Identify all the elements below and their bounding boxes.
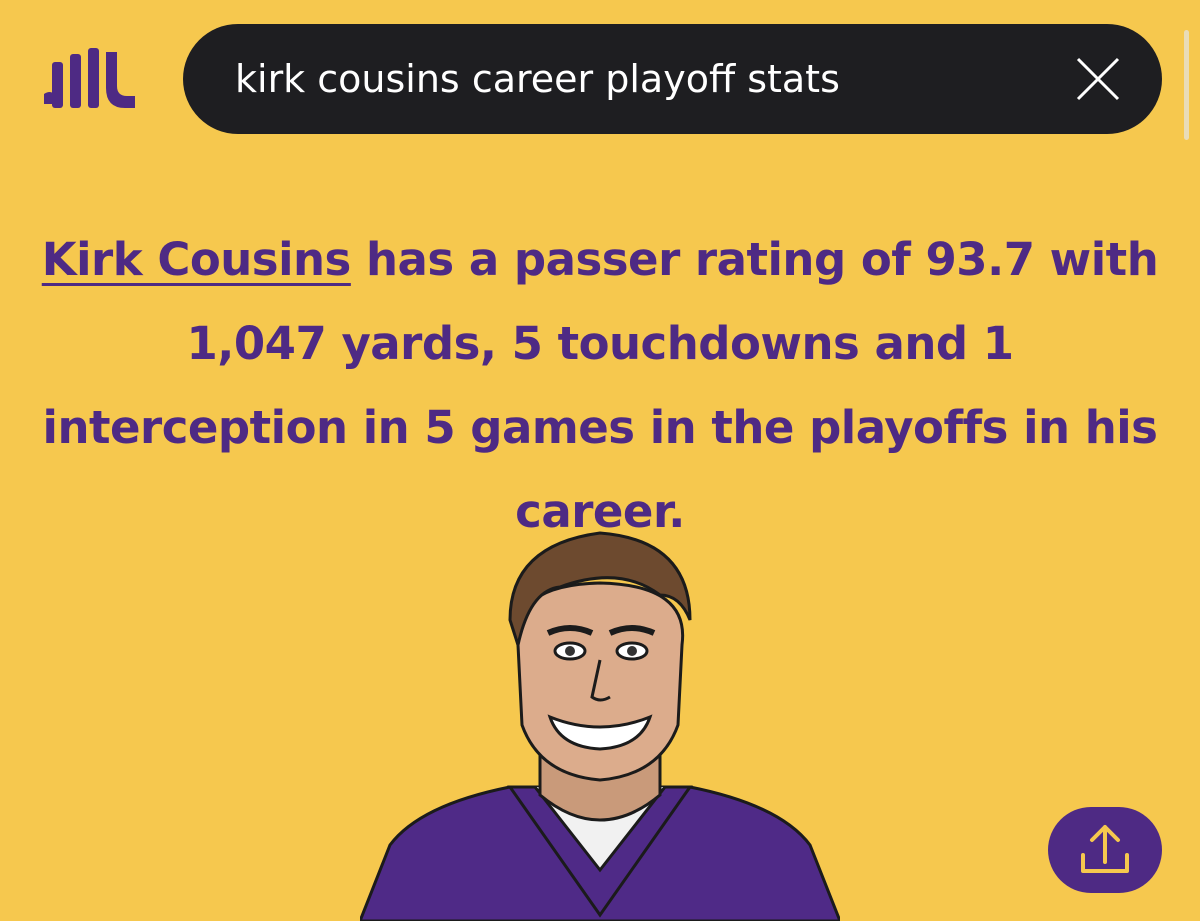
scrollbar (1184, 30, 1189, 140)
player-illustration (360, 531, 840, 921)
share-button[interactable] (1048, 807, 1162, 893)
share-icon[interactable] (1048, 807, 1162, 893)
search-query[interactable]: kirk cousins career playoff stats (235, 57, 840, 101)
answer-text: Kirk Cousins has a passer rating of 93.7… (30, 218, 1170, 554)
statmuse-logo[interactable] (44, 48, 139, 110)
search-bar[interactable]: kirk cousins career playoff stats (183, 24, 1162, 134)
clear-button[interactable] (1076, 57, 1120, 101)
answer-body: has a passer rating of 93.7 with 1,047 y… (42, 233, 1159, 538)
player-link[interactable]: Kirk Cousins (41, 233, 352, 286)
